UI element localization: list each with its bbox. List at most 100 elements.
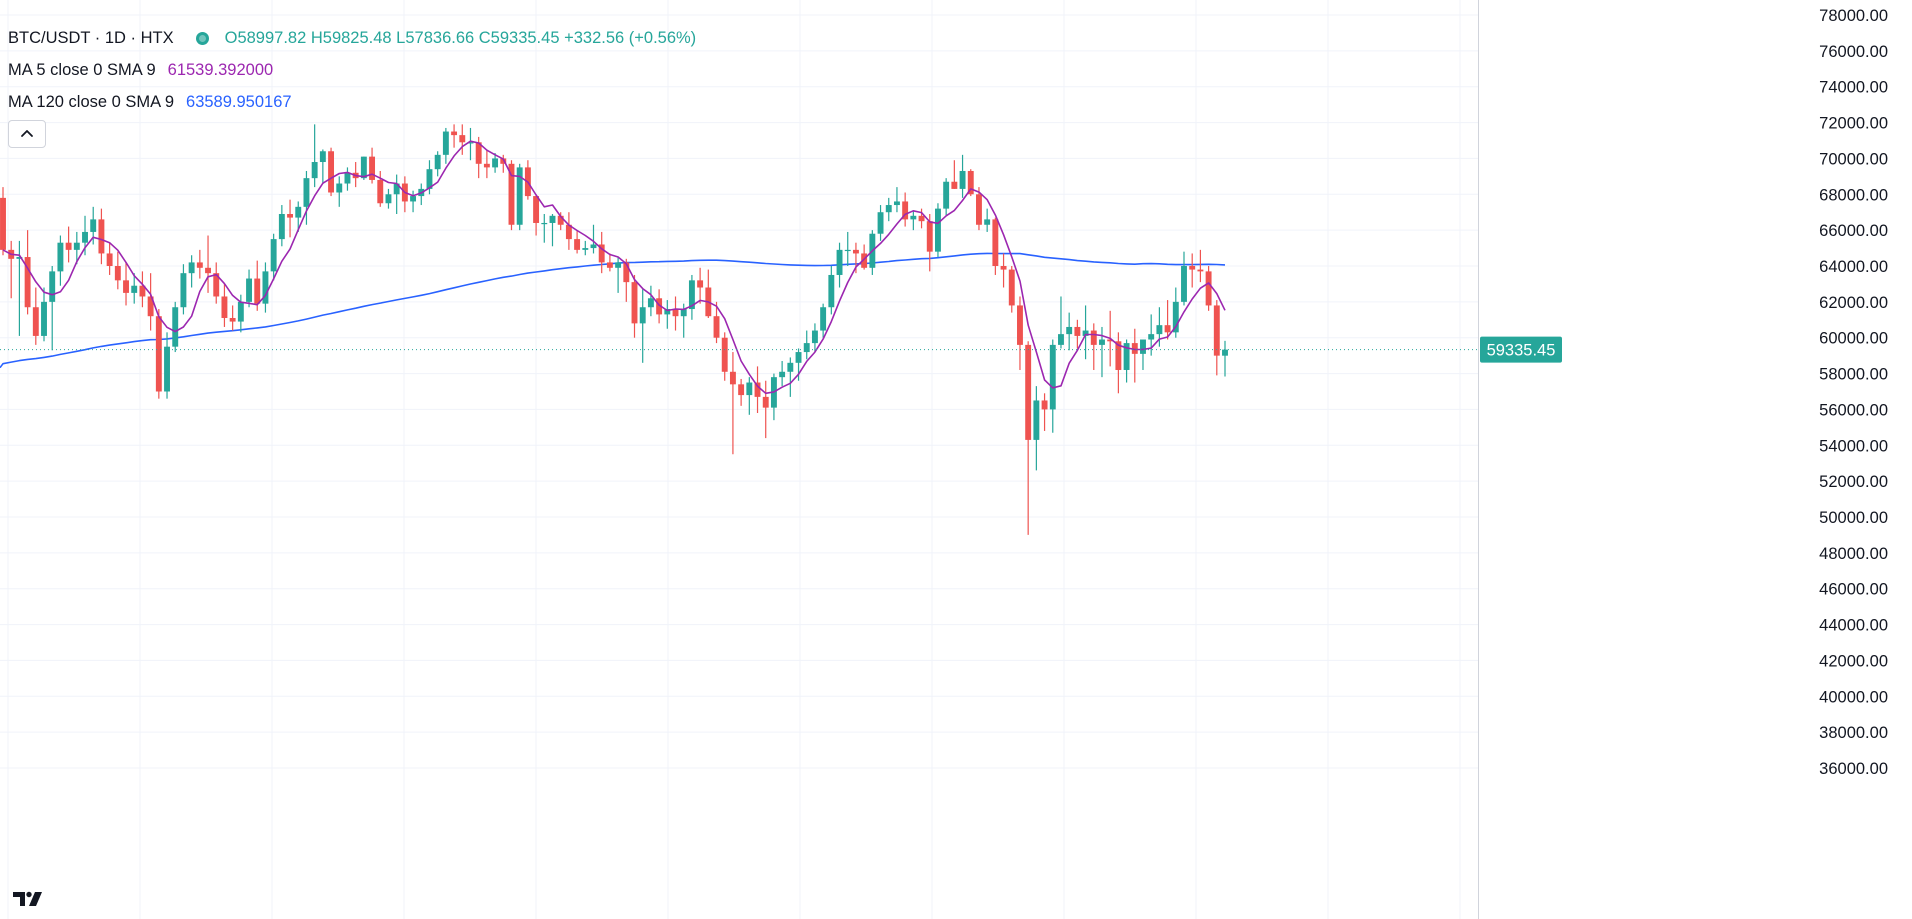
candle[interactable]	[254, 260, 261, 311]
candle[interactable]	[820, 303, 827, 338]
candle[interactable]	[803, 330, 810, 360]
legend-collapse-button[interactable]	[8, 120, 46, 148]
candle[interactable]	[172, 301, 179, 353]
candle[interactable]	[377, 170, 384, 207]
candle[interactable]	[434, 151, 441, 177]
candle[interactable]	[992, 217, 999, 275]
candle[interactable]	[114, 251, 121, 290]
candle[interactable]	[319, 149, 326, 184]
candle[interactable]	[910, 210, 917, 231]
candle[interactable]	[237, 294, 244, 333]
candle[interactable]	[836, 242, 843, 288]
candle[interactable]	[1041, 393, 1048, 431]
candle[interactable]	[0, 187, 6, 256]
candle[interactable]	[1074, 319, 1081, 349]
candle[interactable]	[393, 174, 400, 215]
candle[interactable]	[885, 197, 892, 222]
candle[interactable]	[442, 127, 449, 164]
candle[interactable]	[656, 289, 663, 324]
candle[interactable]	[861, 244, 868, 270]
candle[interactable]	[639, 289, 646, 363]
candle[interactable]	[959, 154, 966, 198]
candle[interactable]	[483, 149, 490, 179]
candle[interactable]	[877, 205, 884, 241]
candle[interactable]	[935, 203, 941, 258]
candle[interactable]	[508, 160, 515, 231]
candle[interactable]	[902, 192, 909, 227]
candle[interactable]	[754, 366, 761, 414]
candle[interactable]	[8, 240, 15, 299]
candle[interactable]	[147, 273, 154, 331]
candle[interactable]	[196, 249, 203, 279]
candle[interactable]	[713, 301, 720, 344]
candle[interactable]	[467, 127, 474, 161]
ma120-row[interactable]: MA 120 close 0 SMA 9 63589.950167	[8, 86, 696, 118]
candle[interactable]	[811, 323, 818, 353]
candle[interactable]	[41, 287, 47, 342]
candle[interactable]	[1222, 340, 1228, 377]
candle[interactable]	[106, 242, 113, 275]
candle[interactable]	[1058, 296, 1064, 349]
candle[interactable]	[164, 332, 170, 399]
candle[interactable]	[1140, 339, 1146, 370]
candle[interactable]	[188, 255, 195, 288]
candle[interactable]	[213, 262, 220, 304]
candle[interactable]	[336, 176, 343, 207]
candle[interactable]	[565, 212, 572, 250]
candle[interactable]	[131, 273, 138, 304]
candle[interactable]	[344, 167, 351, 191]
candle[interactable]	[459, 124, 466, 155]
candle[interactable]	[205, 235, 211, 293]
candle[interactable]	[1099, 326, 1105, 378]
candle[interactable]	[1090, 323, 1097, 370]
candle[interactable]	[533, 194, 540, 236]
candle[interactable]	[770, 373, 777, 421]
candle[interactable]	[1033, 386, 1040, 471]
candle[interactable]	[369, 147, 376, 184]
candle[interactable]	[328, 147, 335, 197]
candle[interactable]	[180, 264, 187, 315]
candle[interactable]	[615, 257, 622, 293]
candle[interactable]	[1205, 266, 1212, 311]
candle[interactable]	[410, 190, 417, 213]
candle[interactable]	[697, 267, 704, 304]
ma5-row[interactable]: MA 5 close 0 SMA 9 61539.392000	[8, 54, 696, 86]
candle[interactable]	[1025, 341, 1032, 535]
candle[interactable]	[155, 309, 162, 399]
candle[interactable]	[49, 266, 56, 351]
candle[interactable]	[385, 188, 392, 209]
candle[interactable]	[844, 231, 851, 266]
candle[interactable]	[229, 305, 236, 331]
candle[interactable]	[1172, 287, 1179, 338]
candle[interactable]	[65, 226, 72, 263]
symbol-title[interactable]: BTC/USDT · 1D · HTX	[8, 29, 174, 47]
candle[interactable]	[221, 283, 228, 327]
candle[interactable]	[1049, 339, 1056, 433]
candle[interactable]	[590, 224, 597, 254]
candle[interactable]	[1066, 312, 1073, 351]
candle[interactable]	[516, 163, 523, 231]
tradingview-logo[interactable]	[8, 885, 48, 913]
candle[interactable]	[278, 205, 285, 247]
candle[interactable]	[549, 214, 556, 247]
candle[interactable]	[746, 377, 753, 415]
candle[interactable]	[73, 231, 80, 265]
candle[interactable]	[1082, 305, 1089, 360]
candle[interactable]	[606, 253, 613, 272]
price-axis[interactable]: 78000.00 76000.00 74000.00 72000.00 70000.00…	[1478, 0, 1889, 919]
candle[interactable]	[1008, 266, 1015, 313]
candle[interactable]	[738, 378, 745, 406]
candle[interactable]	[98, 208, 105, 265]
candle[interactable]	[32, 287, 39, 345]
candle[interactable]	[82, 215, 88, 256]
candle[interactable]	[401, 176, 408, 213]
candle[interactable]	[1189, 253, 1196, 288]
candle[interactable]	[541, 214, 548, 243]
current-price-badge[interactable]	[1480, 336, 1562, 363]
candle[interactable]	[16, 240, 23, 336]
candle[interactable]	[787, 357, 794, 397]
candle[interactable]	[139, 271, 146, 308]
candle[interactable]	[1131, 328, 1138, 383]
candle[interactable]	[492, 153, 499, 173]
